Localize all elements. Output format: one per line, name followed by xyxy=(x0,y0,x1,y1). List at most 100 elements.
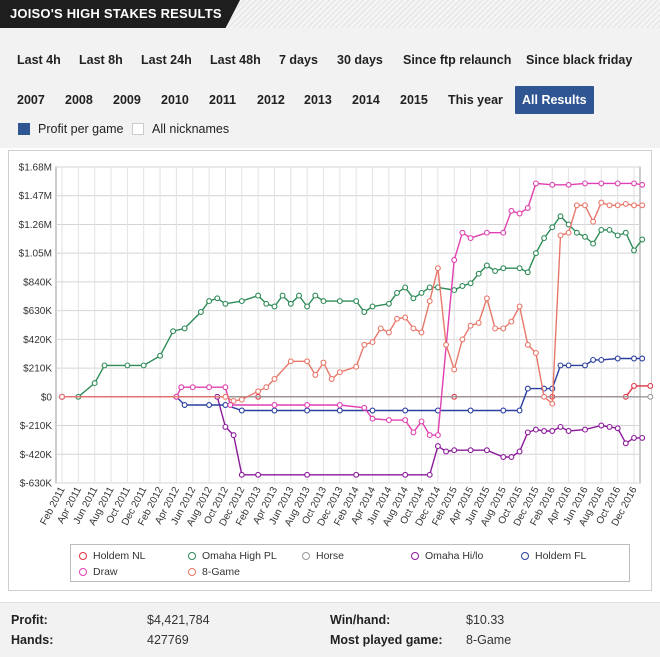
data-point xyxy=(622,229,629,236)
data-point xyxy=(361,404,368,411)
data-point xyxy=(467,280,474,287)
filter-last-8h[interactable]: Last 8h xyxy=(79,53,123,67)
data-point xyxy=(500,325,507,332)
filter-2010[interactable]: 2010 xyxy=(161,93,189,107)
data-point xyxy=(590,240,597,247)
data-point xyxy=(353,363,360,370)
data-point xyxy=(140,362,147,369)
data-point xyxy=(606,423,613,430)
filter-last-24h[interactable]: Last 24h xyxy=(141,53,192,67)
data-point xyxy=(443,448,450,455)
legend-holdem-fl[interactable]: Holdem FL xyxy=(521,549,586,563)
data-point xyxy=(492,268,499,274)
legend-draw[interactable]: Draw xyxy=(79,565,118,579)
data-point xyxy=(287,358,294,365)
data-point xyxy=(418,329,425,336)
data-point xyxy=(598,356,605,363)
y-tick-label: $0 xyxy=(41,392,53,403)
filter-all-results[interactable]: All Results xyxy=(515,86,594,114)
legend-holdem-nl[interactable]: Holdem NL xyxy=(79,549,146,563)
data-point xyxy=(565,181,572,188)
filter-2015[interactable]: 2015 xyxy=(400,93,428,107)
data-point xyxy=(475,270,482,277)
toggle-all-nicknames[interactable]: All nicknames xyxy=(132,122,229,136)
data-point xyxy=(312,371,319,378)
data-point xyxy=(565,362,572,369)
checkbox-unchecked-icon xyxy=(132,123,144,135)
filter-2011[interactable]: 2011 xyxy=(209,93,237,107)
data-point xyxy=(557,423,564,430)
filter-2012[interactable]: 2012 xyxy=(257,93,285,107)
data-point xyxy=(631,247,637,254)
data-point xyxy=(181,402,188,408)
data-point xyxy=(451,257,458,263)
filter-this-year[interactable]: This year xyxy=(448,93,503,107)
filter-2013[interactable]: 2013 xyxy=(304,93,332,107)
filter-30-days[interactable]: 30 days xyxy=(337,53,383,67)
data-point xyxy=(59,393,65,400)
filter-last-4h[interactable]: Last 4h xyxy=(17,53,61,67)
data-point xyxy=(369,415,376,422)
filter-2008[interactable]: 2008 xyxy=(65,93,93,107)
data-point xyxy=(524,429,531,436)
data-point xyxy=(500,454,507,460)
winhand-value: $10.33 xyxy=(466,613,505,627)
data-point xyxy=(287,300,294,307)
filter-since-ftp-relaunch[interactable]: Since ftp relaunch xyxy=(403,53,512,67)
y-tick-label: $-630K xyxy=(20,479,53,490)
legend-horse[interactable]: Horse xyxy=(302,549,344,563)
data-point xyxy=(516,210,523,217)
legend-label: Holdem FL xyxy=(535,550,587,562)
data-point xyxy=(170,328,177,335)
data-point xyxy=(451,366,458,373)
filter-2014[interactable]: 2014 xyxy=(352,93,380,107)
y-tick-label: $1.68M xyxy=(19,163,52,174)
data-point xyxy=(124,362,131,369)
data-point xyxy=(557,362,564,369)
data-point xyxy=(304,402,311,408)
toggle-profit-per-game-label: Profit per game xyxy=(38,122,124,136)
data-point xyxy=(336,407,343,414)
data-point xyxy=(230,432,237,439)
y-tick-label: $1.26M xyxy=(19,220,52,231)
data-point xyxy=(402,314,409,321)
legend-omaha-hilo[interactable]: Omaha Hi/lo xyxy=(411,549,483,563)
filter-2007[interactable]: 2007 xyxy=(17,93,45,107)
data-point xyxy=(206,298,213,305)
data-point xyxy=(573,229,580,236)
data-point xyxy=(647,393,654,400)
legend-8-game[interactable]: 8-Game xyxy=(188,565,240,579)
holdem-fl-marker-icon xyxy=(521,552,529,560)
data-point xyxy=(524,341,531,348)
stats-panel: Profit: $4,421,784 Win/hand: $10.33 Hand… xyxy=(0,602,660,657)
legend-label: Omaha High PL xyxy=(202,550,277,562)
draw-marker-icon xyxy=(79,568,87,576)
data-point xyxy=(516,265,523,272)
filter-2009[interactable]: 2009 xyxy=(113,93,141,107)
data-point xyxy=(255,388,262,395)
data-point xyxy=(157,352,164,359)
toggle-all-nicknames-label: All nicknames xyxy=(152,122,230,136)
data-point xyxy=(614,232,621,239)
data-point xyxy=(532,180,539,187)
data-point xyxy=(508,318,515,325)
toggle-profit-per-game[interactable]: Profit per game xyxy=(18,122,123,136)
legend-omaha-high-pl[interactable]: Omaha High PL xyxy=(188,549,277,563)
data-point xyxy=(459,229,466,236)
filter-last-48h[interactable]: Last 48h xyxy=(210,53,261,67)
filter-since-black-friday[interactable]: Since black friday xyxy=(526,53,633,67)
checkbox-checked-icon xyxy=(18,123,30,135)
data-point xyxy=(631,434,637,441)
filter-7-days[interactable]: 7 days xyxy=(279,53,318,67)
data-point xyxy=(394,315,400,322)
data-point xyxy=(631,355,637,362)
data-point xyxy=(549,400,556,407)
legend-label: Draw xyxy=(93,566,118,578)
data-point xyxy=(222,423,229,430)
most-played-value: 8-Game xyxy=(466,633,512,647)
y-tick-label: $630K xyxy=(23,306,52,317)
data-point xyxy=(639,236,646,243)
data-point xyxy=(598,180,605,187)
data-point xyxy=(271,303,278,310)
data-point xyxy=(426,298,433,305)
